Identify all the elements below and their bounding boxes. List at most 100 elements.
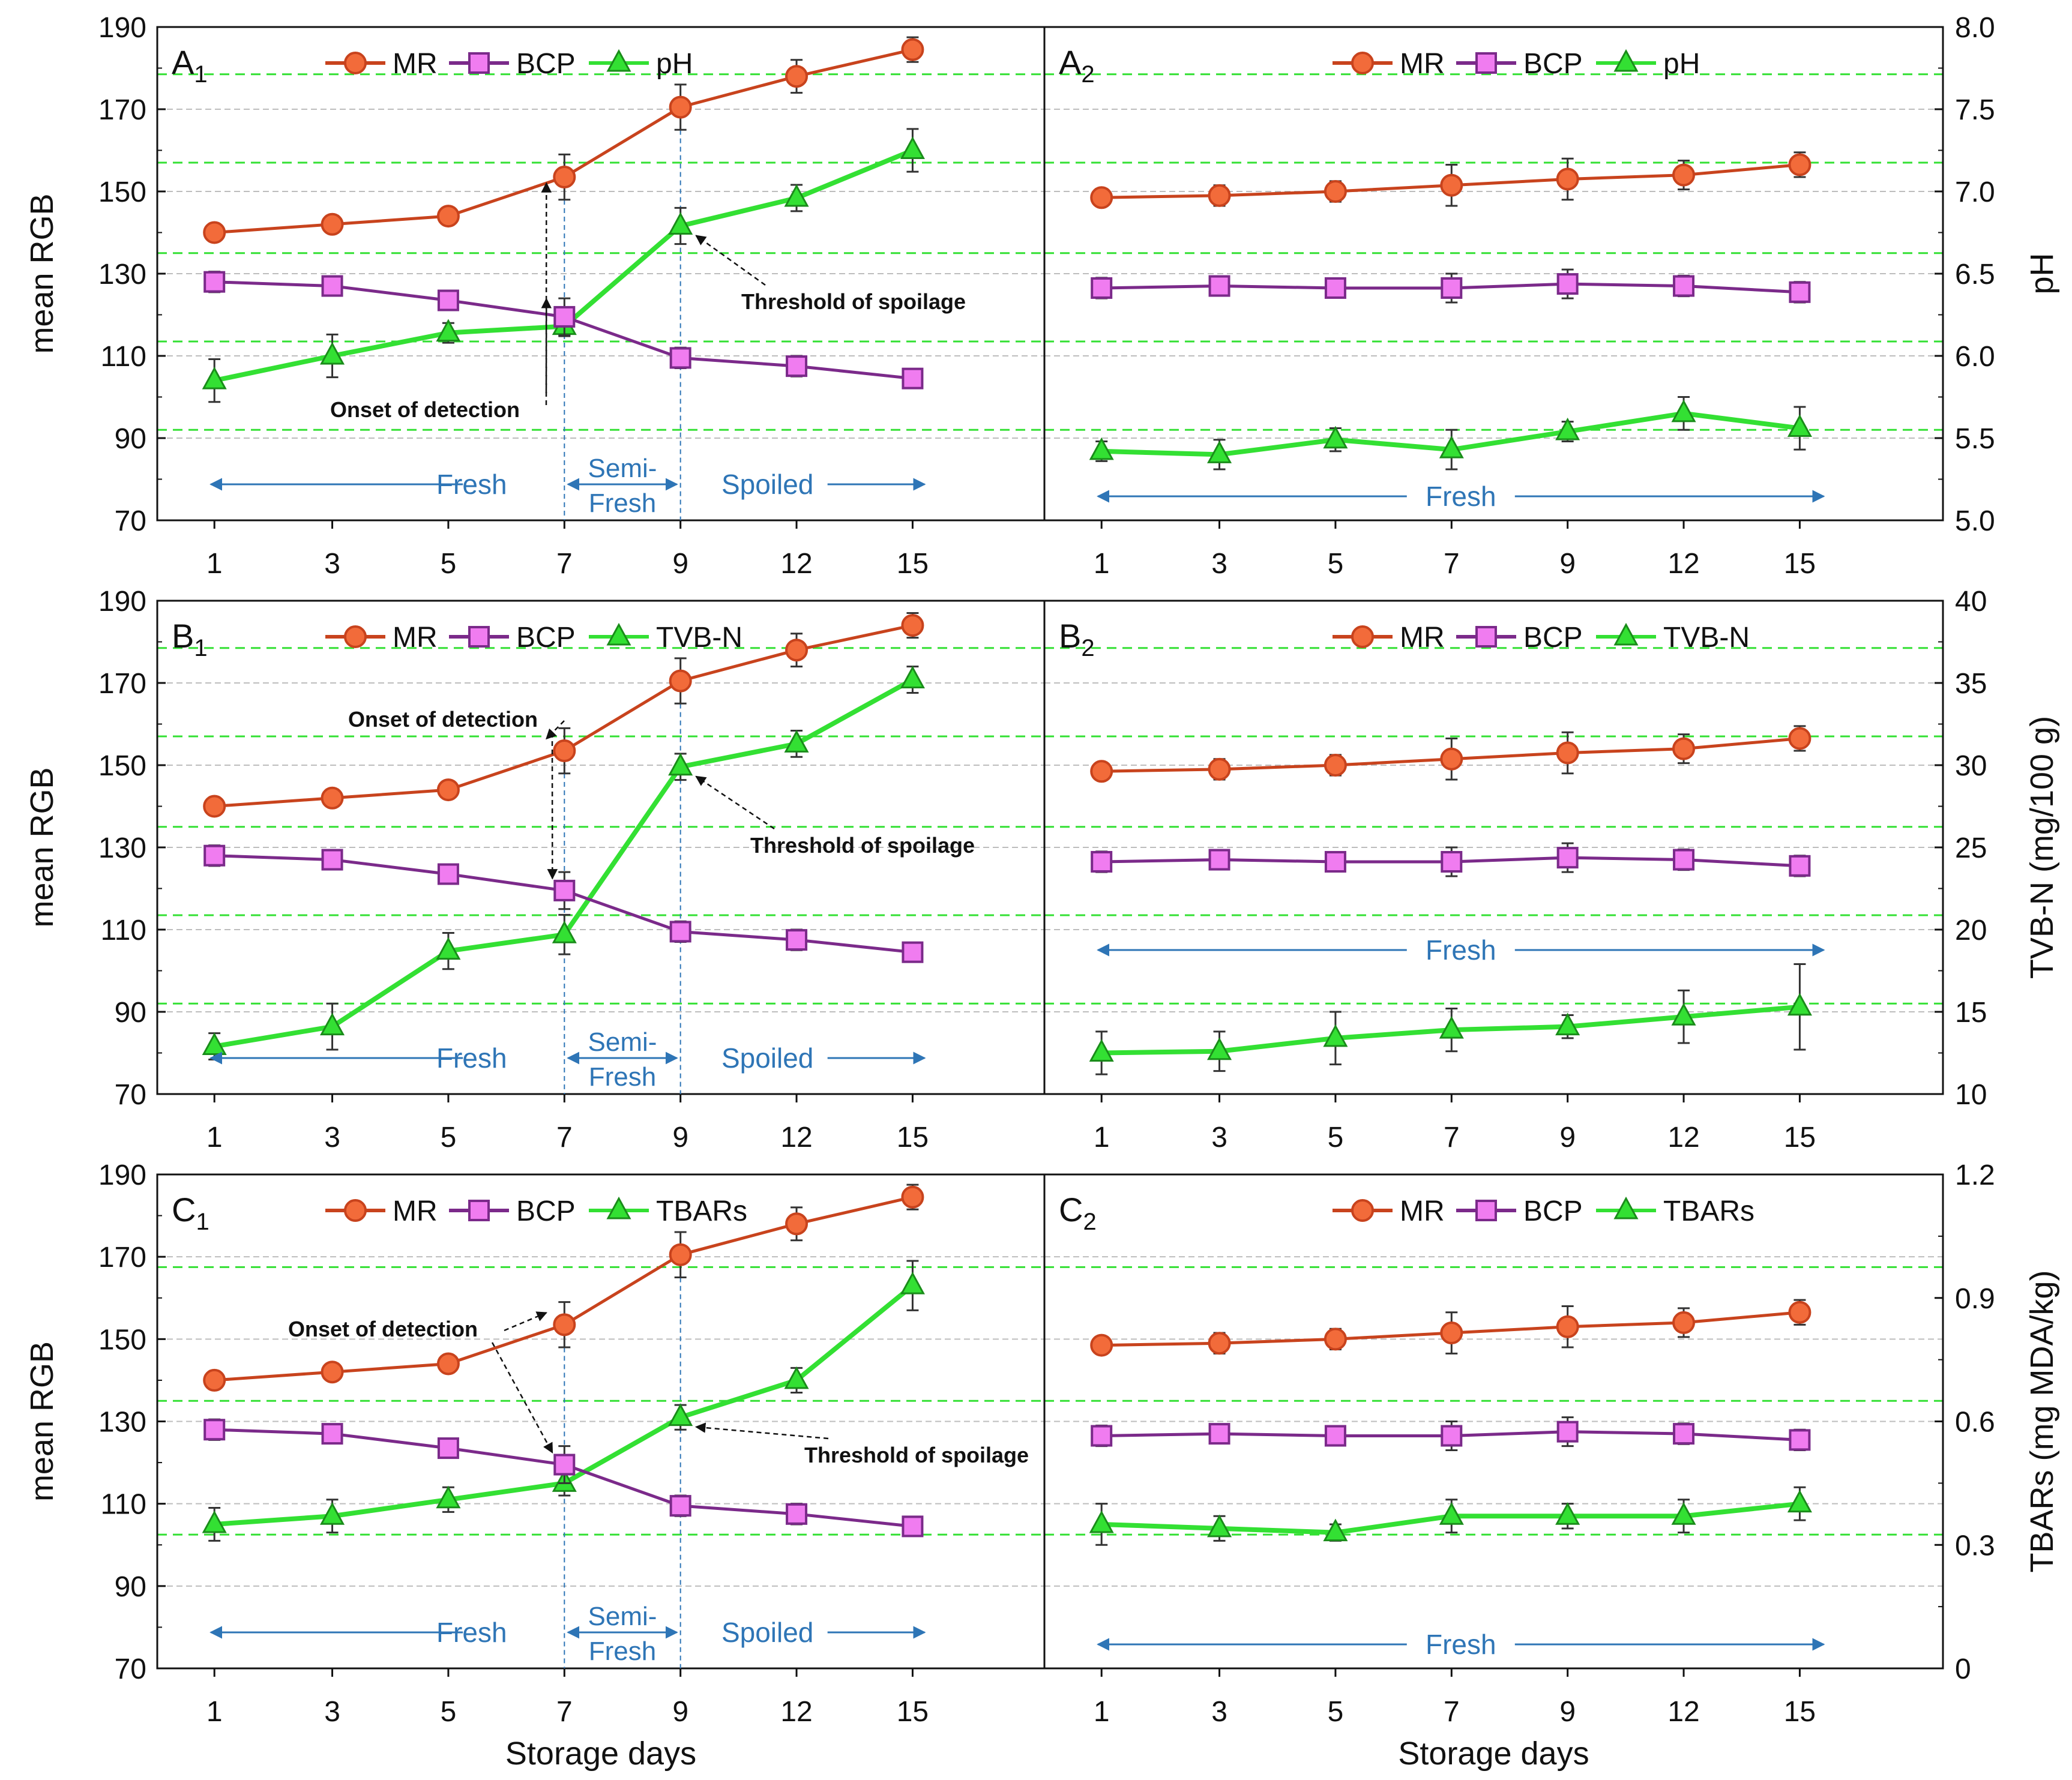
series-ph-point (320, 341, 345, 365)
panel-label-letter: B (1059, 617, 1081, 655)
series-mr-point (1090, 760, 1113, 783)
x-tick-label: 9 (672, 1696, 688, 1728)
x-tick-label: 12 (780, 1122, 812, 1153)
y-tick-label: 70 (115, 1079, 146, 1111)
y-tick-label: 90 (115, 1571, 146, 1603)
onset-annotation: Onset of detection (330, 182, 552, 422)
marker-green-triangle (1671, 1003, 1696, 1026)
marker-green-triangle (1323, 1024, 1348, 1047)
marker-bcp-square (1208, 275, 1230, 297)
marker-mr-circle (321, 786, 344, 810)
region-annotations: Fresh (1097, 481, 1825, 512)
series-bcp-point (669, 921, 691, 943)
series-tvb-n (1089, 963, 1812, 1075)
marker-bcp-square (553, 879, 576, 901)
y-tick-label: 190 (98, 12, 146, 44)
marker-bcp-square (1673, 1423, 1695, 1445)
marker-bcp-square (1441, 850, 1463, 873)
marker-bcp-square (902, 367, 924, 389)
series-tvb-n-point (1671, 1003, 1696, 1026)
series-mr-point (321, 212, 344, 236)
marker-mr-circle (344, 625, 367, 648)
series-mr-point (436, 778, 460, 802)
marker-bcp-square (1441, 1425, 1463, 1447)
marker-bcp-square (1475, 1200, 1497, 1221)
marker-green-triangle (1555, 417, 1580, 440)
series-mr-point (553, 739, 576, 763)
series-mr-point (901, 614, 924, 637)
series-bcp (1091, 842, 1811, 877)
legend-label-sec: TVB-N (656, 622, 742, 654)
series-mr-point (785, 639, 809, 662)
marker-green-triangle (436, 319, 461, 342)
y-tick-label: 150 (98, 1324, 146, 1356)
panel-c2: 0 0.3 0.6 0.9 1.2 TBARs (mg MDA/kg) 1 3 5 7 9 12 15 S… (1043, 1159, 2060, 1772)
marker-mr-circle (203, 1368, 226, 1392)
marker-mr-circle (203, 221, 226, 244)
series-ph-point (900, 136, 925, 159)
marker-bcp-square (553, 305, 576, 328)
y-tick-label: 110 (100, 341, 146, 373)
series-bcp-point (203, 844, 226, 867)
series-mr-point (1440, 1321, 1463, 1345)
series-mr-point (901, 38, 924, 61)
series-bcp-point (437, 1437, 459, 1460)
marker-mr-circle (785, 639, 809, 662)
legend-label-sec: TBARs (656, 1195, 747, 1227)
legend-label-sec: pH (656, 48, 693, 80)
y-tick-label: 110 (100, 915, 146, 946)
semi-fresh-label-line1: Semi- (588, 454, 657, 483)
series-mr-point (553, 1313, 576, 1337)
onset-annotation: Onset of detection (348, 707, 565, 880)
region-annotations: Fresh Semi- Fresh Spoiled (209, 454, 926, 518)
legend-label-bcp: BCP (516, 622, 576, 654)
y-tick-label: 130 (98, 832, 146, 864)
legend-label-mr: MR (1400, 48, 1445, 80)
semi-fresh-label-line2: Fresh (589, 489, 656, 518)
marker-bcp-square (1324, 1425, 1346, 1447)
legend-label-mr: MR (393, 1195, 438, 1227)
series-ph-point (202, 366, 227, 389)
series-tvb-n-point (1555, 1012, 1580, 1036)
x-tick-label: 15 (1784, 548, 1816, 580)
marker-bcp-square (669, 1495, 691, 1517)
legend-label-sec: TVB-N (1663, 622, 1750, 654)
panel-label-subscript: 2 (1081, 61, 1094, 88)
y2-tick-label: 5.5 (1955, 423, 1995, 455)
series-bcp-point (1556, 273, 1579, 295)
region-annotations: Fresh Semi- Fresh Spoiled (209, 1027, 926, 1092)
series-bcp-point (1441, 850, 1463, 873)
series-tbars (1089, 1486, 1812, 1546)
x-tick-label: 15 (1784, 1122, 1816, 1153)
marker-bcp-square (553, 1454, 576, 1476)
marker-bcp-square (321, 849, 343, 871)
marker-mr-circle (321, 1361, 344, 1384)
series-bcp (203, 271, 924, 389)
marker-mr-circle (669, 1243, 692, 1266)
legend-label-bcp: BCP (1523, 48, 1583, 80)
marker-mr-circle (1324, 754, 1347, 777)
y2-tick-label: 5.0 (1955, 505, 1995, 537)
marker-mr-circle (1324, 1327, 1347, 1351)
marker-mr-circle (1788, 153, 1811, 176)
series-tbars-point (1671, 1502, 1696, 1525)
marker-green-triangle (668, 1403, 693, 1427)
y2-tick-label: 6.0 (1955, 341, 1995, 373)
series-bcp-point (321, 275, 343, 297)
marker-green-triangle (1207, 440, 1232, 463)
series-ph-point (1207, 440, 1232, 463)
y-tick-label: 170 (98, 668, 146, 700)
y2-tick-label: 7.5 (1955, 94, 1995, 126)
legend-label-mr: MR (393, 622, 438, 654)
onset-label: Onset of detection (288, 1317, 478, 1341)
y-tick-label: 190 (98, 1159, 146, 1191)
y-tick-label: 150 (98, 750, 146, 782)
series-bcp-point (669, 1495, 691, 1517)
legend-label-mr: MR (1400, 1195, 1445, 1227)
panel-label: C2 (1059, 1191, 1097, 1235)
series-mr-point (1090, 1333, 1113, 1357)
series-bcp-point (902, 367, 924, 389)
marker-green-triangle (900, 666, 925, 689)
